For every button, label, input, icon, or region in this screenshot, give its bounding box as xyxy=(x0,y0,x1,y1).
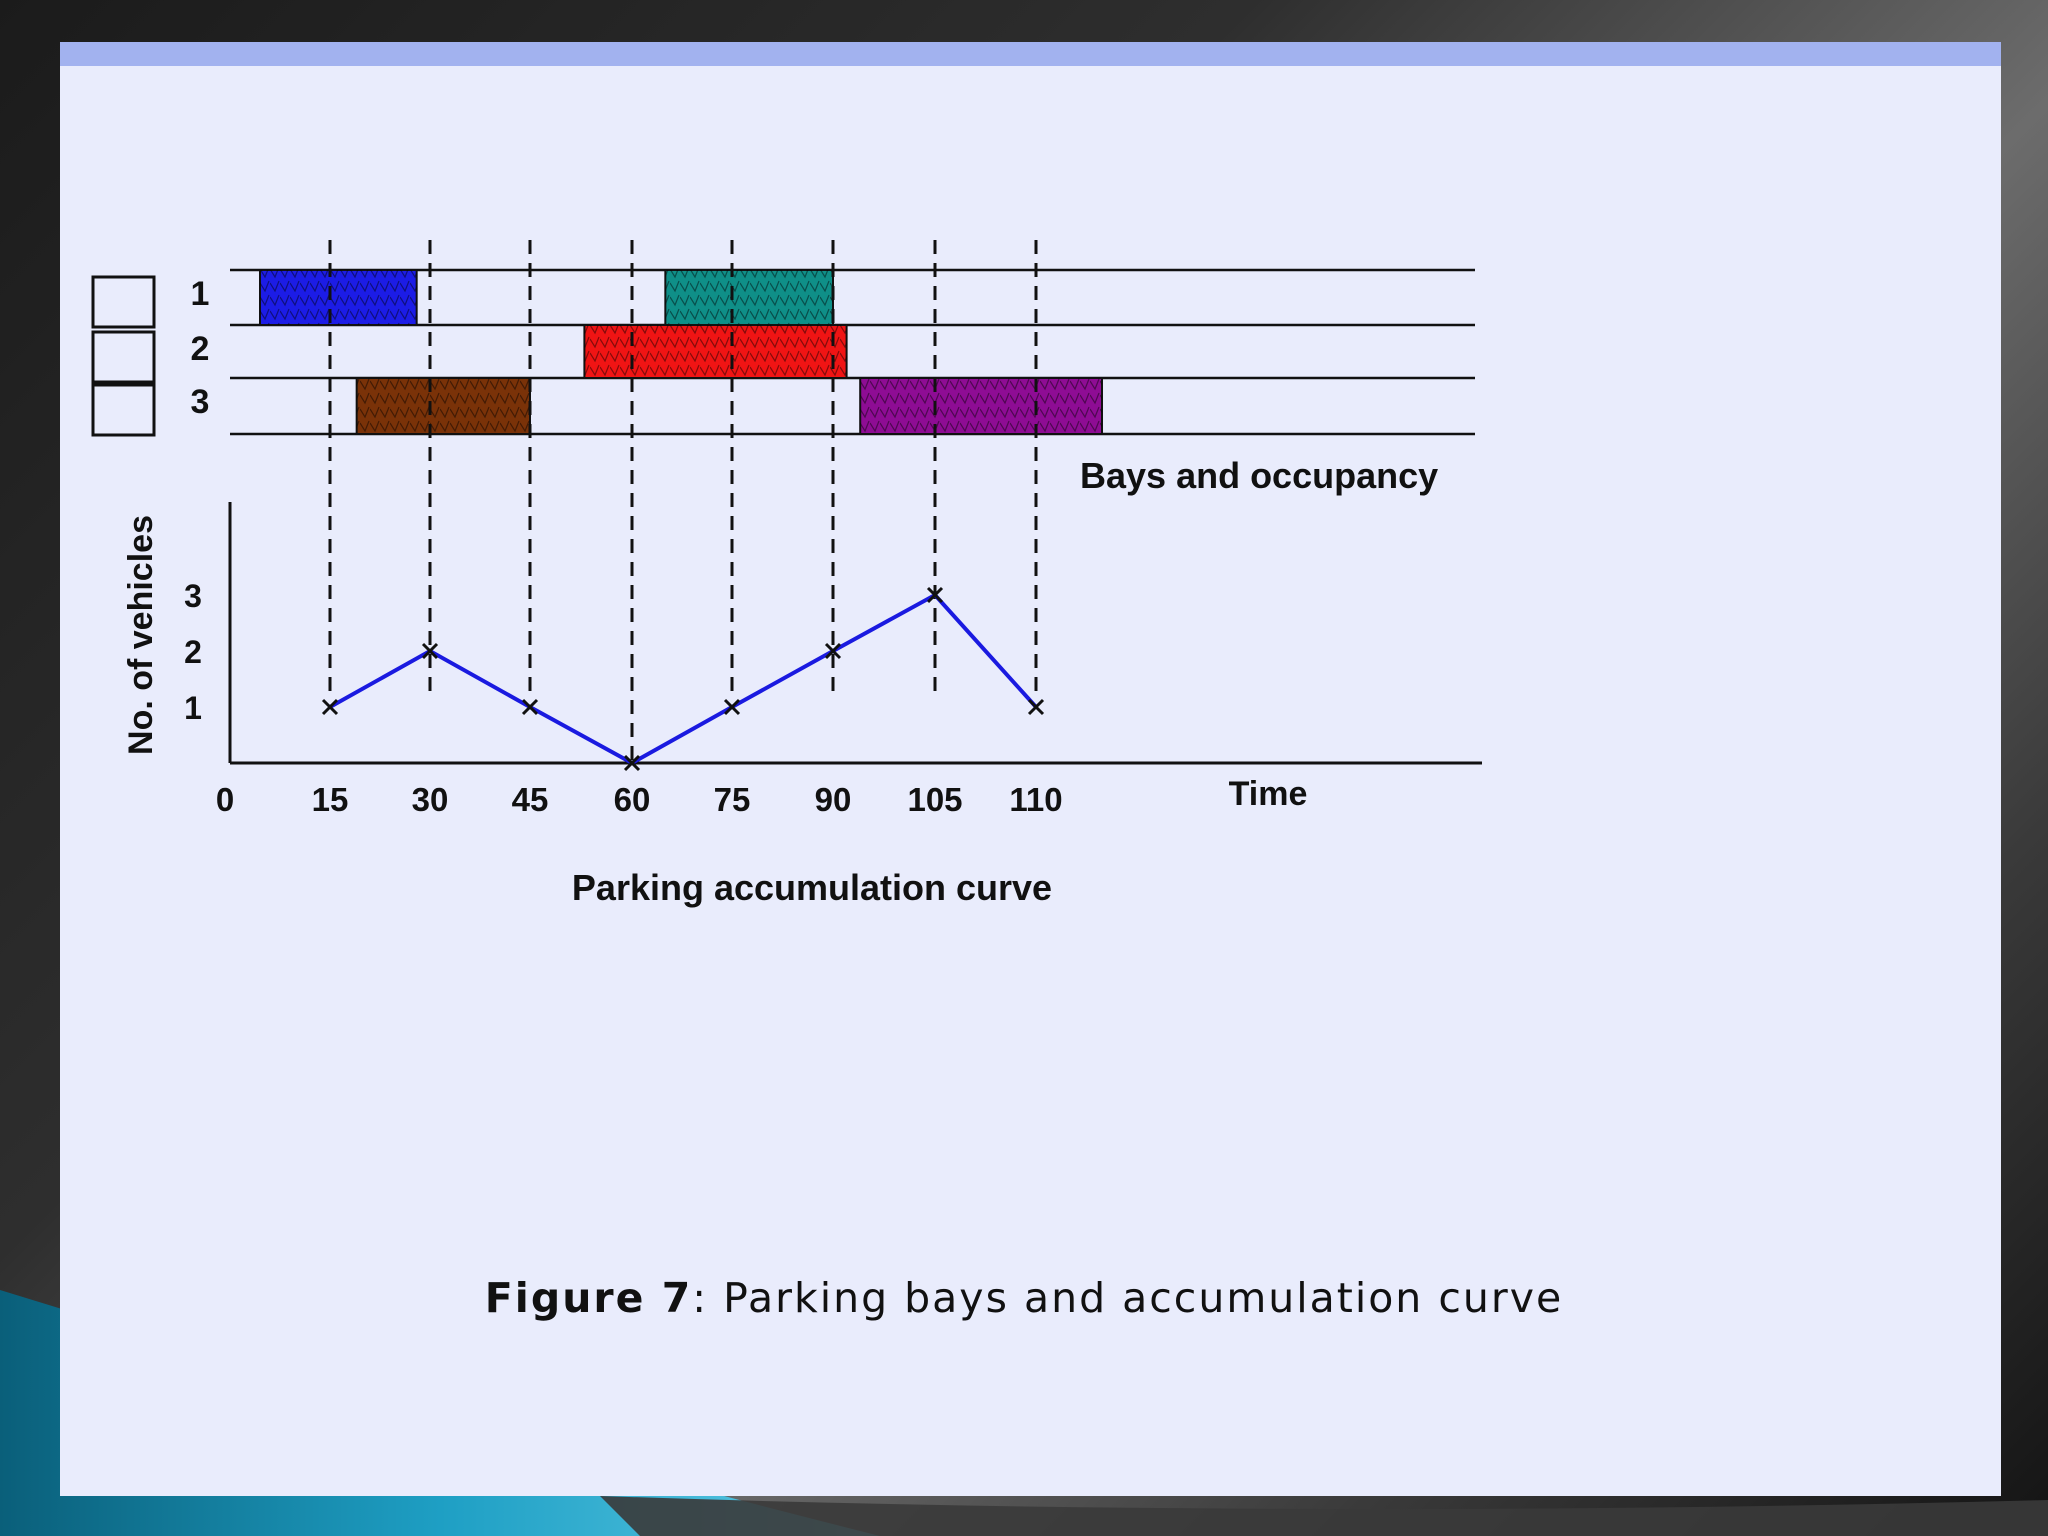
data-point-marker xyxy=(1027,698,1045,716)
bay-box-3 xyxy=(91,383,156,437)
bays-chart-title: Bays and occupancy xyxy=(1080,455,1438,496)
occupancy-hatch xyxy=(584,325,847,378)
data-point-marker xyxy=(926,586,944,604)
y-tick-label: 1 xyxy=(184,690,202,726)
x-axis-label: Time xyxy=(1229,775,1308,813)
bay-label-2: 2 xyxy=(191,330,210,368)
occupancy-hatch xyxy=(260,270,417,325)
bay-label-1: 1 xyxy=(191,275,210,313)
data-point-marker xyxy=(521,698,539,716)
occupancy-hatch xyxy=(860,378,1102,434)
occupancy-hatch xyxy=(665,270,833,325)
x-tick-label: 105 xyxy=(907,781,962,818)
x-tick-label: 75 xyxy=(714,781,751,818)
x-tick-label: 30 xyxy=(412,781,449,818)
y-tick-label: 2 xyxy=(184,634,202,670)
caption-separator: : xyxy=(692,1274,709,1322)
slide-top-bar xyxy=(60,42,2001,66)
bay-box-2 xyxy=(91,330,156,384)
y-axis-label: No. of vehicles xyxy=(122,515,160,755)
y-tick-label: 3 xyxy=(184,578,202,614)
x-tick-label: 90 xyxy=(815,781,852,818)
caption-label: Figure 7 xyxy=(484,1274,693,1322)
x-tick-label: 0 xyxy=(216,781,234,818)
data-point-marker xyxy=(421,642,439,660)
figure-caption: Figure 7: Parking bays and accumulation … xyxy=(0,1274,2048,1322)
bay-label-3: 3 xyxy=(191,383,210,421)
x-tick-label: 45 xyxy=(512,781,549,818)
occupancy-hatch xyxy=(356,378,530,434)
x-tick-label: 110 xyxy=(1009,781,1062,818)
data-point-marker xyxy=(623,754,641,772)
bay-box-1 xyxy=(91,275,156,329)
curve-chart-title: Parking accumulation curve xyxy=(572,867,1052,908)
data-point-marker xyxy=(723,698,741,716)
caption-text: Parking bays and accumulation curve xyxy=(723,1274,1564,1322)
x-tick-label: 15 xyxy=(312,781,349,818)
data-point-marker xyxy=(321,698,339,716)
data-point-marker xyxy=(824,642,842,660)
accumulation-line xyxy=(329,592,1038,766)
x-tick-label: 60 xyxy=(614,781,651,818)
bays-and-occupancy-chart: 1 2 3 Bays and occupancy xyxy=(91,240,1475,760)
